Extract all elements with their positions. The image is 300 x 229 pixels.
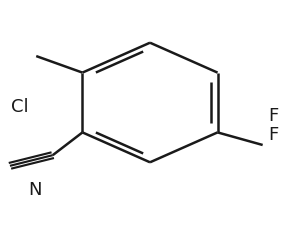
Text: N: N — [28, 180, 41, 198]
Text: F: F — [268, 107, 279, 125]
Text: F: F — [268, 125, 279, 143]
Text: Cl: Cl — [11, 98, 28, 115]
